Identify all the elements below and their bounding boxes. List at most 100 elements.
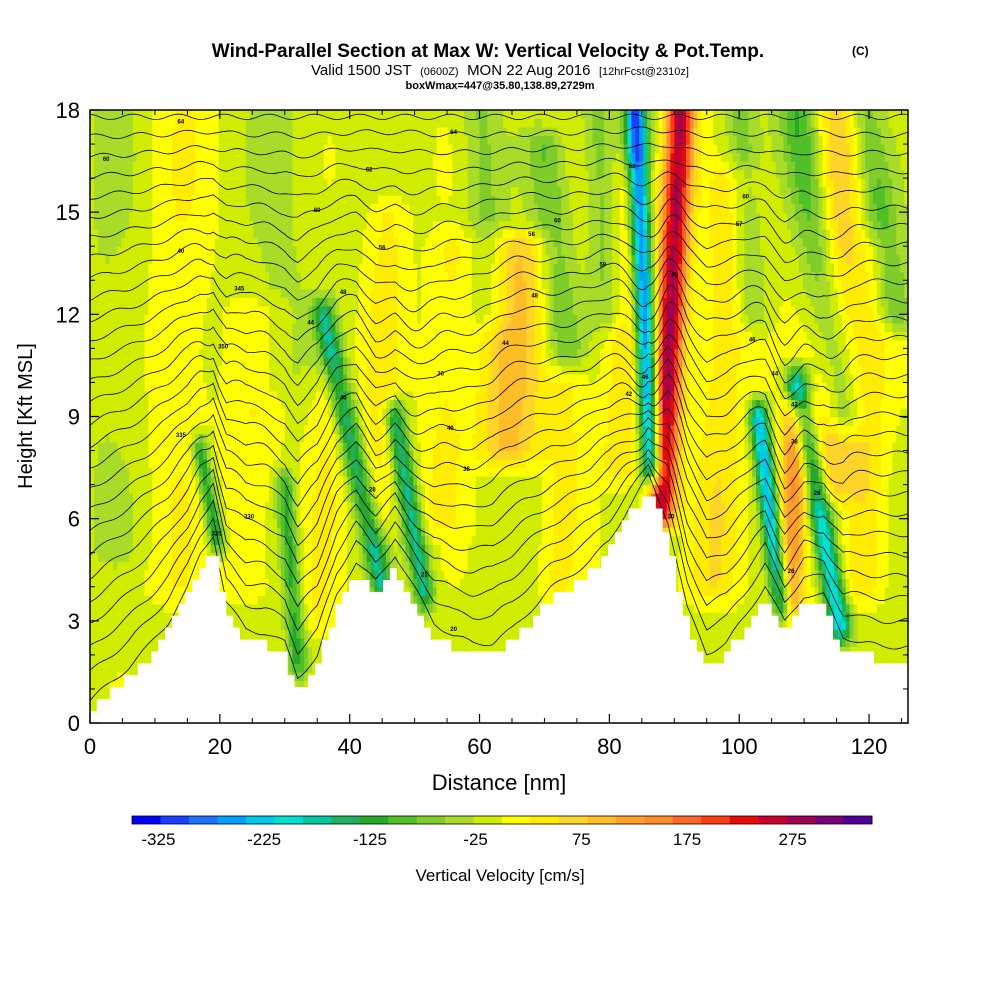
velocity-cell [93, 118, 99, 128]
velocity-cell [144, 144, 150, 154]
velocity-cell [148, 331, 153, 341]
velocity-cell [327, 407, 333, 418]
velocity-cell [97, 493, 103, 503]
velocity-cell [90, 288, 95, 298]
velocity-cell [343, 467, 348, 477]
velocity-cell [276, 220, 282, 230]
velocity-cell [156, 169, 161, 179]
velocity-cell [93, 493, 99, 503]
velocity-cell [101, 339, 107, 349]
velocity-cell [117, 637, 122, 647]
velocity-cell [187, 442, 192, 452]
velocity-cell [347, 280, 352, 290]
velocity-cell [132, 152, 138, 162]
velocity-cell [191, 152, 196, 162]
velocity-cell [140, 510, 146, 520]
velocity-cell [292, 578, 298, 588]
velocity-cell [265, 612, 270, 622]
velocity-cell [284, 246, 290, 256]
velocity-cell [175, 229, 181, 239]
velocity-cell [105, 254, 111, 264]
velocity-cell [300, 127, 305, 137]
velocity-cell [218, 544, 224, 554]
velocity-cell [195, 365, 200, 375]
velocity-cell [265, 229, 270, 239]
velocity-cell [354, 339, 360, 349]
velocity-cell [296, 288, 301, 298]
velocity-cell [195, 305, 200, 315]
velocity-cell [90, 152, 95, 162]
velocity-cell [315, 399, 321, 409]
velocity-cell [156, 603, 161, 613]
velocity-cell [140, 467, 146, 477]
velocity-cell [327, 203, 333, 213]
velocity-cell [288, 654, 294, 664]
velocity-cell [300, 476, 305, 486]
velocity-cell [253, 595, 259, 605]
velocity-cell [160, 110, 165, 120]
velocity-cell [304, 348, 309, 358]
velocity-cell [354, 348, 360, 358]
velocity-cell [97, 671, 103, 682]
velocity-cell [253, 110, 259, 120]
velocity-cell [347, 263, 352, 273]
velocity-cell [358, 569, 364, 579]
velocity-cell [191, 527, 196, 537]
velocity-cell [191, 399, 196, 409]
velocity-cell [241, 305, 247, 315]
velocity-cell [97, 314, 103, 324]
velocity-cell [238, 510, 243, 520]
velocity-cell [199, 186, 204, 196]
velocity-cell [257, 510, 262, 520]
velocity-cell [304, 263, 309, 273]
velocity-cell [206, 373, 212, 384]
velocity-cell [269, 612, 274, 622]
velocity-cell [308, 127, 313, 137]
velocity-cell [160, 382, 165, 392]
velocity-cell [187, 586, 192, 596]
velocity-cell [125, 246, 130, 256]
velocity-cell [206, 467, 212, 477]
velocity-cell [113, 110, 118, 120]
velocity-cell [113, 322, 118, 332]
velocity-cell [323, 229, 329, 239]
velocity-cell [113, 459, 118, 469]
velocity-cell [140, 305, 146, 315]
velocity-cell [331, 382, 336, 392]
velocity-cell [308, 646, 313, 656]
velocity-cell [90, 382, 95, 392]
velocity-cell [210, 407, 216, 418]
velocity-cell [230, 348, 235, 358]
velocity-cell [128, 118, 134, 128]
velocity-cell [144, 263, 150, 273]
velocity-cell [339, 331, 344, 341]
velocity-cell [261, 442, 266, 452]
velocity-cell [276, 510, 282, 520]
velocity-cell [312, 212, 317, 222]
velocity-cell [101, 442, 107, 452]
velocity-cell [323, 186, 329, 196]
velocity-cell [175, 373, 181, 384]
velocity-cell [292, 493, 298, 503]
velocity-cell [113, 442, 118, 452]
velocity-cell [187, 425, 192, 435]
velocity-cell [269, 322, 274, 332]
velocity-cell [128, 646, 134, 656]
velocity-cell [257, 399, 262, 409]
velocity-cell [276, 246, 282, 256]
velocity-cell [195, 416, 200, 426]
velocity-cell [187, 467, 192, 477]
velocity-cell [164, 459, 169, 469]
velocity-cell [300, 407, 305, 418]
velocity-cell [160, 620, 165, 630]
velocity-cell [199, 501, 204, 511]
velocity-cell [125, 612, 130, 622]
velocity-cell [238, 195, 243, 205]
velocity-cell [339, 169, 344, 179]
velocity-cell [202, 510, 208, 520]
velocity-cell [206, 297, 212, 307]
velocity-cell [292, 186, 298, 196]
velocity-cell [156, 407, 161, 418]
velocity-cell [234, 390, 239, 401]
velocity-cell [335, 433, 340, 443]
